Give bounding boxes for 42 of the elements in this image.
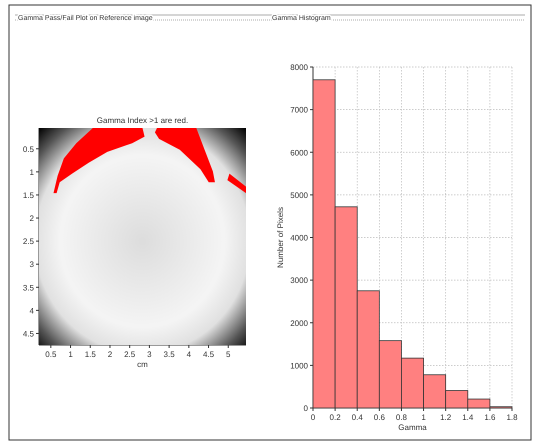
x-tick-label: 1.8 — [506, 413, 518, 422]
y-tick-label: 0.5 — [22, 144, 35, 154]
y-axis-title: Number of Pixels — [276, 207, 285, 268]
x-tick-label: 5 — [226, 350, 232, 359]
y-tick-label: 4000 — [290, 234, 309, 242]
x-tick-label: 4.5 — [202, 350, 215, 359]
y-tick-label: 1000 — [290, 361, 309, 370]
x-tick-label: 0.2 — [330, 413, 342, 422]
y-tick-label: 2.5 — [22, 237, 35, 246]
x-tick-label: 1.6 — [484, 413, 496, 422]
y-tick-label: 1 — [30, 168, 35, 177]
y-tick-label: 5000 — [290, 190, 309, 200]
x-tick-label: 2 — [108, 350, 113, 359]
x-tick-label: 0.5 — [45, 350, 57, 359]
x-tick-label: 3 — [147, 350, 152, 359]
y-tick-label: 2 — [30, 214, 35, 224]
x-axis-title: cm — [137, 360, 148, 369]
x-tick-label: 0 — [310, 413, 316, 422]
x-tick-label: 1 — [421, 413, 426, 422]
y-tick-label: 0 — [304, 404, 309, 413]
x-tick-label: 0.8 — [396, 413, 408, 422]
y-tick-label: 3 — [30, 260, 35, 270]
y-tick-label: 7000 — [290, 106, 309, 115]
x-axis-title: Gamma — [398, 423, 428, 432]
y-tick-label: 3.5 — [22, 283, 35, 292]
y-tick-label: 6000 — [290, 148, 309, 158]
x-tick-label: 1.5 — [84, 350, 96, 359]
y-tick-label: 4 — [30, 306, 35, 316]
x-tick-label: 3.5 — [164, 350, 176, 359]
chart-title: Gamma Index >1 are red. — [96, 116, 188, 125]
x-tick-label: 1 — [68, 350, 74, 359]
y-tick-label: 4.5 — [22, 329, 35, 338]
x-tick-label: 0.6 — [374, 413, 386, 422]
y-tick-label: 8000 — [290, 63, 309, 72]
x-tick-label: 0.4 — [352, 413, 364, 422]
x-tick-label: 1.2 — [440, 413, 452, 422]
x-tick-label: 1.4 — [462, 413, 474, 422]
y-tick-label: 3000 — [290, 276, 309, 286]
x-tick-label: 4 — [186, 350, 192, 359]
x-tick-label: 2.5 — [124, 350, 136, 359]
y-tick-label: 1.5 — [22, 190, 35, 200]
y-tick-label: 2000 — [290, 318, 309, 328]
